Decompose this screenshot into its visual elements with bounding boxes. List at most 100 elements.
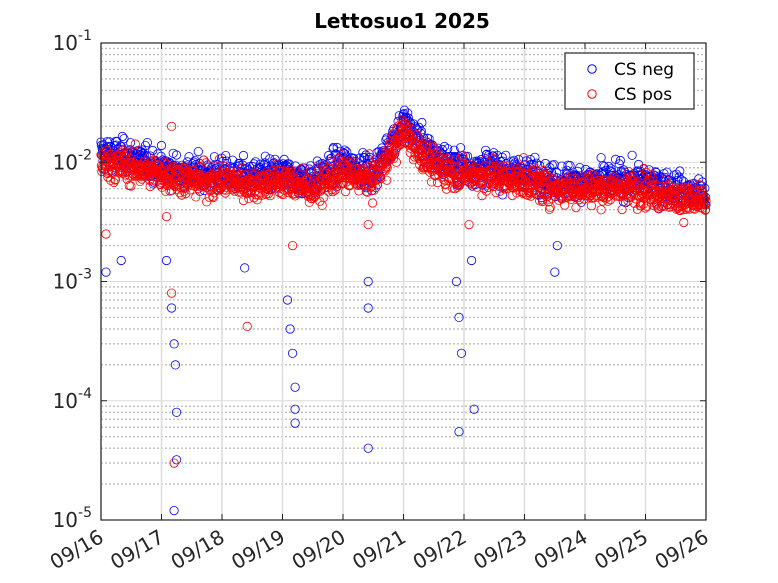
data-point: [698, 200, 709, 210]
y-tick-exponent: -5: [78, 505, 92, 521]
data-point: [560, 200, 570, 210]
outlier-point: [464, 220, 474, 230]
data-point: [518, 153, 529, 163]
data-point: [126, 181, 136, 191]
data-point: [627, 150, 637, 160]
outlier-point: [167, 288, 177, 298]
data-point: [645, 176, 655, 186]
data-point: [596, 205, 606, 215]
y-tick-base: 10: [53, 389, 78, 413]
data-point: [575, 163, 585, 173]
data-point: [398, 110, 408, 120]
data-point: [171, 150, 182, 160]
y-tick-label: 10-3: [53, 267, 92, 294]
outlier-point: [290, 382, 300, 392]
data-point: [576, 197, 586, 207]
data-point: [391, 157, 401, 167]
data-point: [491, 188, 501, 198]
data-point: [237, 163, 247, 173]
data-point: [694, 174, 704, 184]
data-point: [418, 151, 429, 161]
outlier-point: [240, 263, 250, 273]
data-point: [428, 142, 439, 152]
data-point: [604, 161, 614, 172]
data-point: [122, 147, 132, 157]
data-point: [424, 134, 434, 144]
data-point: [125, 138, 136, 148]
data-point: [180, 161, 190, 171]
data-point: [193, 147, 203, 157]
data-point: [191, 192, 201, 202]
outlier-point: [290, 418, 300, 428]
outlier-point: [363, 220, 373, 230]
data-point: [328, 142, 339, 153]
data-point: [688, 203, 699, 213]
data-point: [621, 182, 631, 192]
data-point: [146, 156, 156, 167]
data-point: [209, 180, 219, 190]
data-point: [226, 170, 236, 180]
data-point: [602, 187, 612, 197]
data-point: [214, 154, 224, 164]
data-point: [439, 141, 450, 152]
data-point: [158, 163, 168, 173]
data-point: [512, 188, 522, 198]
data-point: [313, 161, 323, 171]
chart-title: Lettosuo1 2025: [314, 9, 490, 33]
data-point: [333, 170, 343, 180]
data-point: [648, 173, 658, 183]
y-tick-exponent: -4: [78, 386, 92, 402]
data-point: [171, 173, 181, 183]
legend-label-cs-neg: CS neg: [614, 60, 674, 80]
outlier-point: [550, 267, 560, 277]
outlier-point: [172, 407, 182, 417]
data-point: [249, 159, 259, 169]
y-tick-label: 10-1: [53, 28, 92, 55]
data-point: [683, 203, 693, 213]
data-point: [279, 178, 289, 188]
data-point: [340, 187, 351, 197]
legend-marker-cs-neg: [587, 64, 597, 74]
data-point: [462, 166, 472, 176]
data-point: [632, 204, 643, 214]
data-point: [108, 158, 119, 168]
y-tick-label: 10-5: [53, 505, 92, 532]
data-point: [99, 148, 109, 158]
data-point: [358, 148, 368, 158]
data-point: [382, 175, 392, 185]
outlier-point: [116, 255, 126, 266]
data-point: [673, 183, 683, 193]
data-point: [161, 186, 171, 196]
data-point: [480, 154, 491, 164]
legend-label-cs-pos: CS pos: [614, 85, 672, 105]
outlier-point: [161, 255, 172, 266]
outlier-point: [285, 324, 295, 334]
data-point: [405, 129, 415, 139]
data-point: [172, 166, 182, 177]
data-point: [142, 151, 152, 161]
data-point: [346, 155, 356, 165]
data-point: [619, 165, 629, 175]
data-point: [262, 170, 272, 180]
data-point: [274, 187, 284, 198]
data-point: [417, 117, 427, 128]
outlier-point: [363, 303, 373, 313]
outlier-point: [167, 303, 177, 313]
data-point: [380, 164, 391, 174]
data-point: [488, 151, 498, 161]
data-point: [498, 183, 508, 193]
series-cs-pos: [96, 115, 711, 468]
data-point: [209, 152, 219, 162]
data-point: [629, 198, 639, 208]
data-point: [640, 203, 650, 213]
data-point: [438, 174, 448, 184]
data-point: [497, 190, 508, 200]
data-point: [530, 188, 540, 198]
data-point: [495, 162, 506, 173]
data-point: [153, 149, 163, 159]
data-point: [156, 140, 167, 151]
data-point: [675, 166, 685, 176]
y-tick-base: 10: [53, 31, 78, 55]
data-point: [202, 197, 212, 207]
data-point: [144, 152, 154, 162]
